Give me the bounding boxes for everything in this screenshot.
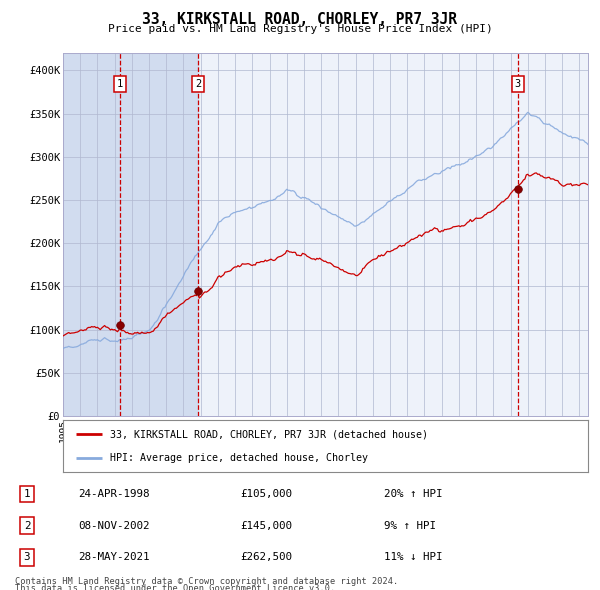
Text: HPI: Average price, detached house, Chorley: HPI: Average price, detached house, Chor… [110,453,368,463]
Text: 1: 1 [117,79,123,89]
Text: Price paid vs. HM Land Registry's House Price Index (HPI): Price paid vs. HM Land Registry's House … [107,24,493,34]
Text: 11% ↓ HPI: 11% ↓ HPI [384,552,443,562]
Text: 3: 3 [514,79,521,89]
Text: 9% ↑ HPI: 9% ↑ HPI [384,521,436,530]
Text: Contains HM Land Registry data © Crown copyright and database right 2024.: Contains HM Land Registry data © Crown c… [15,577,398,586]
Text: £105,000: £105,000 [240,489,292,499]
Text: 24-APR-1998: 24-APR-1998 [78,489,149,499]
Bar [63,53,120,416]
Text: 28-MAY-2021: 28-MAY-2021 [78,552,149,562]
Bar [120,53,198,416]
Text: £262,500: £262,500 [240,552,292,562]
Text: 33, KIRKSTALL ROAD, CHORLEY, PR7 3JR: 33, KIRKSTALL ROAD, CHORLEY, PR7 3JR [143,12,458,27]
Text: 33, KIRKSTALL ROAD, CHORLEY, PR7 3JR (detached house): 33, KIRKSTALL ROAD, CHORLEY, PR7 3JR (de… [110,429,428,439]
Text: 2: 2 [24,521,30,530]
Text: 1: 1 [24,489,30,499]
Text: £145,000: £145,000 [240,521,292,530]
Text: 2: 2 [195,79,202,89]
Text: 3: 3 [24,552,30,562]
Text: 08-NOV-2002: 08-NOV-2002 [78,521,149,530]
Text: 20% ↑ HPI: 20% ↑ HPI [384,489,443,499]
Text: This data is licensed under the Open Government Licence v3.0.: This data is licensed under the Open Gov… [15,584,335,590]
